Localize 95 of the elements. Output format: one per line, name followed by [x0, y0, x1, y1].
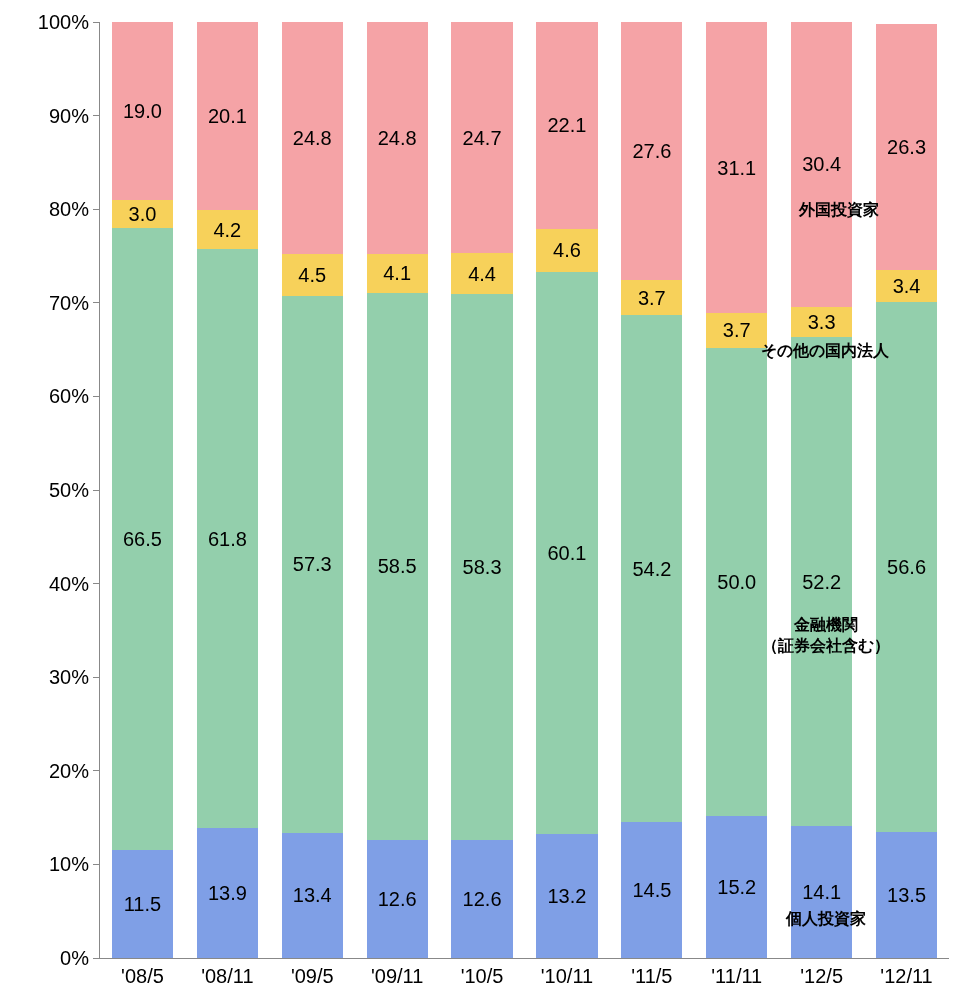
data-label: 58.5 — [377, 555, 417, 578]
bar — [536, 22, 598, 229]
y-tick-label: 40% — [48, 572, 90, 595]
bar — [196, 827, 258, 958]
x-tick-label: '09/11 — [370, 965, 424, 987]
bar — [281, 22, 343, 255]
y-tick-label: 60% — [48, 385, 90, 408]
bar — [536, 228, 598, 272]
bar — [281, 832, 343, 958]
data-label: 30.4 — [802, 153, 842, 176]
x-tick-label: '11/11 — [711, 965, 763, 987]
data-label: 3.7 — [637, 286, 666, 309]
bar — [281, 254, 343, 297]
bar — [366, 22, 428, 255]
bar — [196, 249, 258, 828]
data-label: 11.5 — [123, 893, 162, 916]
data-label: 3.3 — [807, 310, 836, 333]
data-label: 54.2 — [632, 557, 672, 580]
data-label: 14.5 — [632, 879, 672, 902]
bar — [536, 834, 598, 958]
bar — [281, 296, 343, 833]
bar — [621, 822, 683, 958]
data-label: 12.6 — [462, 888, 502, 911]
y-tick-label: 70% — [48, 291, 90, 314]
y-tick-label: 0% — [60, 947, 90, 969]
data-label: 4.1 — [383, 262, 412, 285]
y-tick-label: 10% — [48, 853, 90, 876]
data-label: 58.3 — [462, 556, 502, 579]
bar — [875, 831, 938, 958]
x-tick-label: '10/5 — [460, 965, 504, 987]
bar — [111, 227, 174, 851]
data-label: 60.1 — [547, 542, 587, 565]
series-label: 外国投資家 — [798, 200, 879, 219]
bar — [706, 815, 768, 958]
y-tick-label: 30% — [48, 666, 90, 689]
data-label: 12.6 — [377, 888, 417, 911]
data-label: 4.2 — [213, 218, 242, 241]
data-label: 13.5 — [887, 883, 927, 906]
y-tick-label: 90% — [48, 104, 90, 127]
data-label: 52.2 — [802, 570, 842, 593]
bar — [621, 22, 683, 281]
data-label: 31.1 — [717, 156, 757, 179]
series-label: 金融機関（証券会社含む） — [762, 615, 890, 655]
data-label: 22.1 — [547, 114, 587, 137]
data-label: 13.9 — [207, 881, 247, 904]
x-tick-label: '10/11 — [540, 965, 594, 987]
data-label: 56.6 — [887, 555, 927, 578]
data-label: 3.7 — [722, 319, 751, 342]
bar — [706, 22, 768, 314]
data-label: 50.0 — [717, 570, 757, 593]
bar — [875, 270, 938, 302]
bar — [111, 22, 174, 200]
bar — [621, 280, 683, 315]
data-label: 24.7 — [462, 126, 502, 149]
bar — [196, 210, 258, 250]
x-tick-label: '08/11 — [201, 965, 254, 987]
y-tick-label: 50% — [48, 479, 90, 501]
bar — [536, 271, 598, 835]
data-label: 4.6 — [553, 239, 581, 262]
bar — [451, 294, 513, 841]
y-tick-label: 20% — [48, 759, 90, 782]
bar — [366, 254, 428, 293]
bar — [621, 314, 683, 823]
bar — [111, 850, 174, 958]
data-label: 57.3 — [292, 553, 332, 576]
bar — [451, 22, 513, 254]
x-tick-label: '12/5 — [800, 965, 844, 987]
x-tick-label: '09/5 — [290, 965, 334, 987]
data-label: 66.5 — [122, 528, 162, 551]
data-label: 19.0 — [122, 99, 162, 122]
data-label: 20.1 — [207, 105, 247, 128]
series-label: その他の国内法人 — [761, 341, 890, 360]
data-label: 27.6 — [632, 140, 672, 163]
data-label: 24.8 — [377, 127, 417, 150]
data-label: 3.0 — [128, 202, 157, 225]
data-label: 14.1 — [802, 881, 842, 904]
y-tick-label: 100% — [37, 11, 90, 33]
data-label: 24.8 — [292, 127, 332, 150]
data-label: 26.3 — [887, 135, 927, 158]
y-tick-label: 80% — [48, 198, 90, 221]
data-label: 61.8 — [207, 527, 247, 550]
data-label: 4.5 — [298, 264, 327, 287]
bar — [196, 22, 258, 211]
data-label: 3.4 — [892, 274, 921, 297]
x-tick-label: '12/11 — [880, 965, 933, 987]
data-label: 4.4 — [468, 262, 496, 285]
bar — [451, 253, 513, 295]
x-tick-label: '08/5 — [121, 965, 164, 987]
bar — [366, 840, 428, 958]
data-label: 13.4 — [292, 884, 332, 907]
bar — [366, 292, 428, 841]
bar — [451, 840, 513, 958]
data-label: 13.2 — [547, 885, 587, 908]
x-tick-label: '11/5 — [631, 965, 673, 987]
data-label: 15.2 — [717, 875, 757, 898]
